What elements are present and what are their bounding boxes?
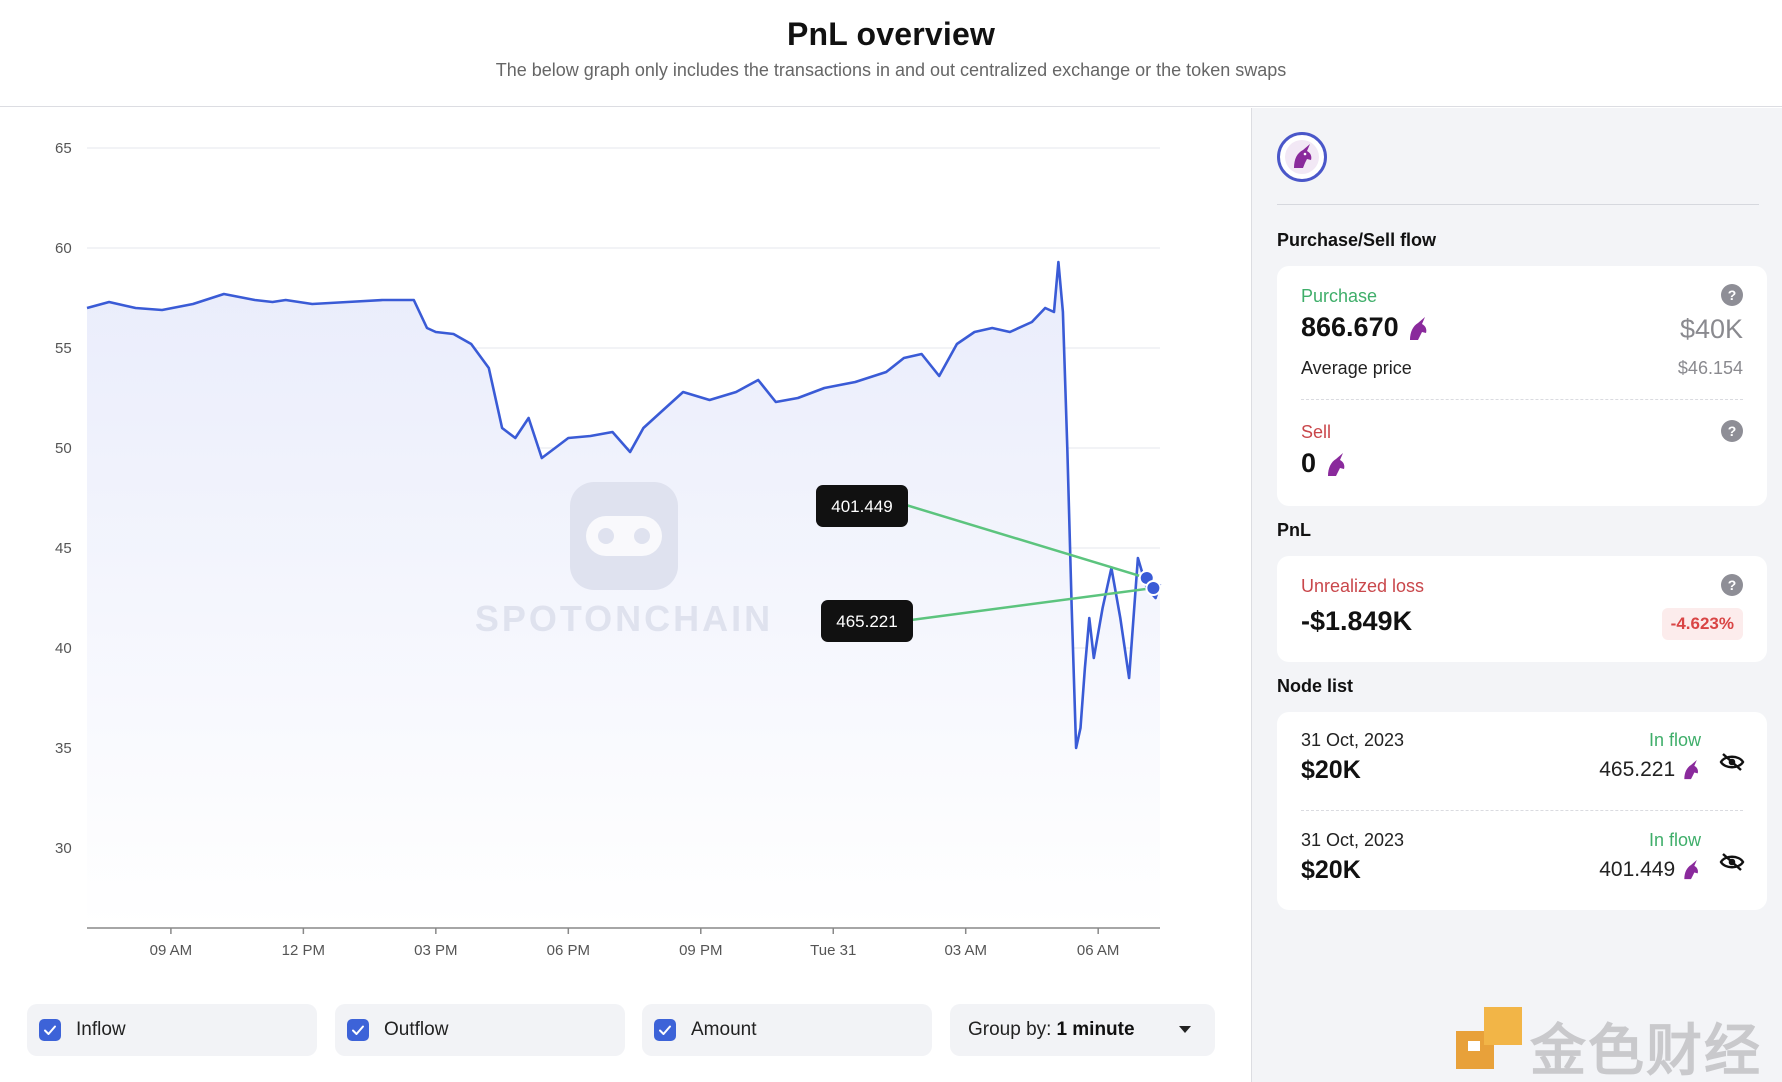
- unicorn-icon: [1684, 860, 1698, 880]
- outflow-toggle[interactable]: Outflow: [335, 1004, 625, 1056]
- sell-amount: 0: [1301, 448, 1348, 479]
- y-tick-label: 40: [55, 640, 72, 657]
- purchase-usd: $40K: [1679, 314, 1743, 344]
- spotonchain-logo-eye: [598, 528, 614, 544]
- chart-pane: 65 60 55 50 45 40 35 30 SPOTONCHAIN 09 AM 12 PM 03 …: [0, 108, 1251, 1082]
- purchase-label: Purchase: [1301, 286, 1378, 306]
- average-price-label: Average price: [1301, 358, 1412, 378]
- unrealized-loss-label: Unrealized loss: [1301, 576, 1425, 596]
- jinse-logo-icon: [1456, 1007, 1522, 1069]
- eye-off-icon[interactable]: [1719, 852, 1745, 872]
- marker-connector: [905, 503, 1148, 580]
- flow-section-title: Purchase/Sell flow: [1277, 230, 1437, 250]
- inflow-toggle[interactable]: Inflow: [27, 1004, 317, 1056]
- price-line: [86, 260, 1162, 750]
- eye-off-icon[interactable]: [1719, 752, 1745, 772]
- sidebar: Purchase/Sell flow Purchase ? 866.670 $4…: [1251, 108, 1782, 1082]
- spotonchain-watermark-text: SPOTONCHAIN: [475, 598, 773, 639]
- pnl-chart[interactable]: 65 60 55 50 45 40 35 30 SPOTONCHAIN 09 AM 12 PM 03 …: [0, 108, 1251, 988]
- unicorn-icon: [1327, 452, 1344, 476]
- node-flow: In flow: [1648, 730, 1701, 750]
- x-tick-label: 06 AM: [1077, 942, 1120, 959]
- x-tick-label: 06 PM: [547, 942, 590, 959]
- x-tick-label: Tue 31: [810, 942, 856, 959]
- y-tick-label: 45: [55, 540, 72, 557]
- sidebar-divider: [1277, 204, 1759, 205]
- x-tick-label: 09 PM: [679, 942, 722, 959]
- node-amount: 465.221: [1599, 758, 1701, 782]
- inflow-label: Inflow: [76, 1019, 126, 1040]
- marker-dot: [1145, 580, 1162, 596]
- x-tick-label: 09 AM: [150, 942, 193, 959]
- average-price-value: $46.154: [1677, 358, 1743, 378]
- unicorn-icon: [1684, 760, 1698, 780]
- purchase-amount: 866.670: [1301, 312, 1430, 343]
- area-fill: [87, 262, 1160, 928]
- outflow-checkbox[interactable]: [347, 1019, 369, 1041]
- unicorn-icon: [1410, 316, 1427, 340]
- group-by-value: 1 minute: [1056, 1019, 1135, 1040]
- purchase-amount-value: 866.670: [1301, 312, 1399, 342]
- help-icon[interactable]: ?: [1721, 420, 1743, 442]
- y-tick-label: 60: [55, 240, 72, 257]
- node-list-card: 31 Oct, 2023 $20K In flow 465.221 31 Oct…: [1277, 712, 1767, 910]
- page-subtitle: The below graph only includes the transa…: [495, 60, 1287, 80]
- node-flow: In flow: [1648, 830, 1701, 850]
- pnl-section-title: PnL: [1277, 520, 1311, 540]
- check-icon: [659, 1025, 671, 1035]
- node-list-title: Node list: [1277, 676, 1354, 696]
- y-tick-label: 50: [55, 440, 72, 457]
- inflow-checkbox[interactable]: [39, 1019, 61, 1041]
- marker-label: 465.221: [836, 612, 897, 631]
- y-tick-label: 30: [55, 840, 72, 857]
- y-tick-label: 65: [55, 140, 72, 157]
- marker-label: 401.449: [831, 497, 892, 516]
- check-icon: [352, 1025, 364, 1035]
- page-title: PnL overview: [786, 16, 996, 52]
- node-amount: 401.449: [1599, 858, 1701, 882]
- outflow-label: Outflow: [384, 1019, 449, 1040]
- node-divider: [1301, 810, 1743, 811]
- amount-toggle[interactable]: Amount: [642, 1004, 932, 1056]
- unicorn-icon: [1277, 132, 1327, 182]
- node-usd: $20K: [1301, 756, 1361, 784]
- sell-amount-value: 0: [1301, 448, 1317, 478]
- caret-down-icon: [1179, 1026, 1191, 1033]
- node-amount-value: 465.221: [1599, 758, 1676, 781]
- sell-label: Sell: [1301, 422, 1332, 442]
- help-icon[interactable]: ?: [1721, 284, 1743, 306]
- amount-checkbox[interactable]: [654, 1019, 676, 1041]
- page-header: PnL overview The below graph only includ…: [0, 0, 1782, 107]
- group-by-select[interactable]: Group by: 1 minute: [950, 1004, 1215, 1056]
- x-tick-label: 03 PM: [414, 942, 457, 959]
- marker-connector: [910, 586, 1154, 622]
- y-tick-label: 55: [55, 340, 72, 357]
- help-icon[interactable]: ?: [1721, 574, 1743, 596]
- marker-label-box: [821, 600, 913, 642]
- card-divider: [1301, 399, 1743, 400]
- amount-label: Amount: [691, 1019, 757, 1040]
- jinse-watermark-text: 金色财经: [1530, 1019, 1762, 1082]
- group-by-prefix: Group by:: [968, 1019, 1052, 1040]
- unrealized-loss-value: -$1.849K: [1301, 606, 1413, 636]
- marker-label-box: [816, 485, 908, 527]
- node-usd: $20K: [1301, 856, 1361, 884]
- pnl-percent-badge: -4.623%: [1661, 608, 1743, 640]
- purchase-sell-card: Purchase ? 866.670 $40K Average price $4…: [1277, 266, 1767, 506]
- x-tick-label: 03 AM: [944, 942, 987, 959]
- spotonchain-logo-inner: [586, 516, 662, 556]
- node-date: 31 Oct, 2023: [1301, 730, 1405, 750]
- x-tick-label: 12 PM: [282, 942, 325, 959]
- pnl-card: Unrealized loss ? -$1.849K -4.623%: [1277, 556, 1767, 662]
- node-date: 31 Oct, 2023: [1301, 830, 1405, 850]
- y-tick-label: 35: [55, 740, 72, 757]
- check-icon: [44, 1025, 56, 1035]
- node-amount-value: 401.449: [1599, 858, 1676, 881]
- spotonchain-logo-eye: [634, 528, 650, 544]
